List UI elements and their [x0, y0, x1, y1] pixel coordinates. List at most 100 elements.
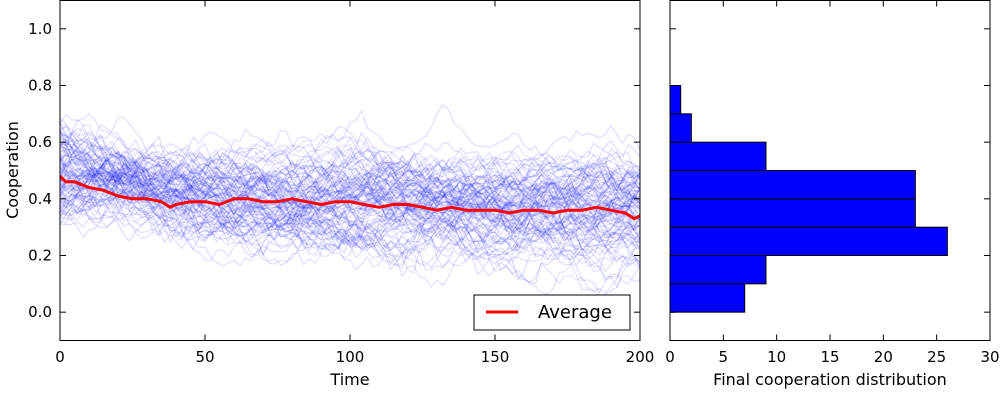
run-line [59, 138, 641, 196]
run-line [59, 176, 641, 281]
run-line [59, 168, 641, 261]
run-line [59, 129, 641, 222]
run-line [59, 166, 641, 235]
run-line [59, 156, 641, 231]
run-line [59, 124, 641, 227]
run-line [59, 104, 641, 182]
run-line [59, 178, 641, 268]
left-axis-ticks: 0 50 100 150 200 0.0 0.2 0.4 0.6 0.8 1.0 [28, 0, 655, 366]
run-line [59, 132, 641, 198]
run-line [59, 156, 641, 250]
run-line [59, 141, 641, 273]
x-tick-label: 200 [626, 348, 655, 366]
histogram-bar [669, 141, 767, 172]
histogram-bar [669, 283, 746, 313]
run-line [59, 133, 641, 254]
x-tick-label: 10 [767, 348, 786, 366]
run-line [59, 144, 641, 246]
run-line [59, 175, 641, 243]
run-line [59, 122, 641, 230]
x-axis-label: Time [329, 370, 369, 389]
run-line [59, 159, 641, 244]
run-line [59, 195, 640, 260]
y-tick-label: 1.0 [28, 20, 52, 38]
run-line [59, 117, 640, 221]
individual-runs [59, 104, 641, 296]
run-line [59, 171, 641, 296]
run-line [59, 148, 641, 285]
histogram-bar [669, 198, 916, 228]
histogram-bar [669, 85, 682, 115]
run-line [59, 160, 641, 251]
run-line [59, 141, 641, 219]
run-line [59, 133, 641, 203]
run-line [59, 145, 641, 224]
run-line [59, 138, 641, 229]
run-line [59, 145, 641, 243]
run-line [59, 137, 641, 228]
run-line [59, 183, 641, 268]
run-line [59, 156, 641, 294]
x-tick-label: 30 [980, 348, 999, 366]
histogram-bar [669, 170, 916, 200]
run-line [59, 159, 641, 249]
run-line [59, 131, 641, 213]
run-line [59, 123, 641, 218]
run-line [59, 144, 641, 217]
run-line [59, 130, 641, 296]
run-line [59, 126, 641, 236]
run-line [59, 151, 641, 228]
run-line [59, 157, 641, 203]
legend: Average [473, 294, 631, 331]
x-tick-label: 15 [820, 348, 839, 366]
run-line [59, 147, 641, 228]
y-tick-label: 0.2 [28, 247, 52, 265]
histogram-bar [669, 226, 948, 257]
run-line [59, 150, 641, 227]
run-line [59, 146, 641, 227]
run-line [59, 155, 641, 230]
run-line [59, 165, 641, 245]
run-line [59, 184, 641, 245]
run-line [59, 152, 641, 210]
x-tick-label: 0 [55, 348, 65, 366]
x-tick-label: 150 [481, 348, 510, 366]
y-tick-label: 0.0 [28, 303, 52, 321]
run-line [59, 130, 641, 265]
run-line [59, 187, 641, 255]
x-tick-label: 25 [927, 348, 946, 366]
run-line [59, 145, 641, 253]
run-line [59, 146, 641, 204]
y-tick-label: 0.8 [28, 77, 52, 95]
run-line [59, 137, 641, 208]
x-tick-label: 20 [874, 348, 893, 366]
run-line [59, 118, 641, 227]
histogram-bars [669, 85, 948, 313]
run-line [59, 143, 641, 222]
run-line [59, 185, 641, 295]
x-tick-label: 100 [336, 348, 365, 366]
y-axis-label: Cooperation [3, 121, 22, 219]
run-line [59, 142, 641, 243]
run-line [59, 147, 641, 210]
run-line [59, 136, 641, 220]
run-line [59, 157, 641, 229]
run-line [59, 153, 641, 205]
run-line [59, 181, 641, 227]
run-line [59, 124, 641, 219]
run-line [59, 148, 641, 207]
x-tick-label: 5 [719, 348, 729, 366]
run-line [59, 165, 641, 231]
run-line [59, 144, 641, 216]
run-line [59, 160, 641, 221]
run-line [59, 121, 641, 224]
run-line [59, 149, 641, 255]
run-line [59, 199, 641, 275]
run-line [59, 112, 641, 261]
x-tick-label: 50 [195, 348, 214, 366]
distribution-histogram: 0 5 10 15 20 25 30 Final cooperation distribut… [665, 0, 1000, 389]
histogram-bar [669, 113, 692, 143]
run-line [59, 146, 641, 223]
run-line [59, 161, 641, 251]
run-line [59, 172, 641, 246]
